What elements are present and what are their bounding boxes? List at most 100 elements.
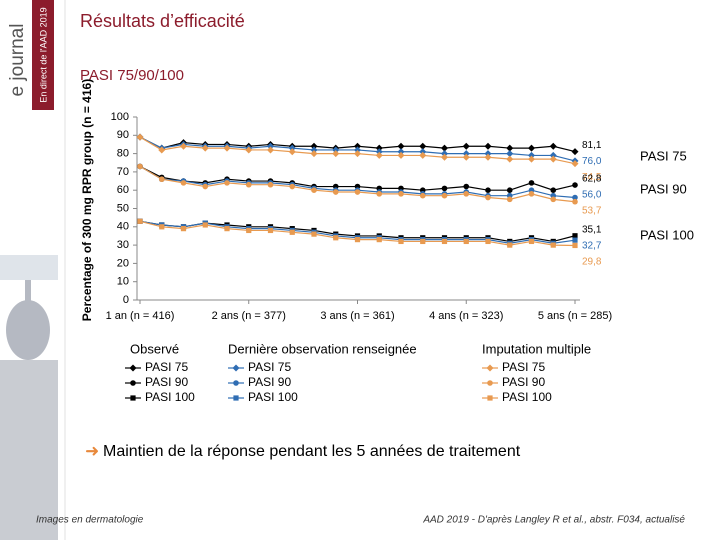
- point: [311, 187, 317, 193]
- point: [484, 153, 492, 161]
- point: [158, 146, 166, 154]
- point: [224, 180, 230, 186]
- point: [375, 144, 383, 152]
- point: [397, 148, 405, 156]
- value-label: 35,1: [582, 224, 602, 235]
- point: [223, 144, 231, 152]
- level-label: PASI 100: [640, 227, 694, 242]
- point: [463, 183, 470, 190]
- value-label: 76,0: [582, 156, 602, 167]
- point: [332, 146, 340, 154]
- point: [332, 150, 340, 158]
- point: [159, 224, 165, 230]
- plot: 0 10 20 30 40 50 60 70 80 90 100 1 an (n = 416) 2 an…: [106, 111, 613, 322]
- point: [180, 142, 187, 150]
- point: [245, 146, 253, 154]
- legend-marker: [486, 364, 494, 372]
- brand-label: e journal: [7, 24, 28, 97]
- point: [224, 226, 230, 232]
- point: [462, 153, 470, 161]
- point: [267, 146, 274, 154]
- title: Résultats d’efficacité: [80, 11, 245, 31]
- point: [180, 180, 187, 186]
- point: [288, 144, 296, 152]
- point: [528, 238, 535, 245]
- y-tick-label: 40: [117, 221, 129, 233]
- point: [398, 191, 404, 197]
- point: [550, 187, 557, 193]
- point: [333, 235, 339, 241]
- y-tick-label: 20: [117, 257, 129, 269]
- point: [354, 150, 361, 158]
- point: [267, 142, 274, 150]
- point: [528, 155, 535, 163]
- point: [506, 155, 514, 163]
- point: [485, 238, 491, 245]
- point: [310, 150, 318, 158]
- conclusion: Maintien de la réponse pendant les 5 ann…: [103, 443, 521, 460]
- point: [441, 153, 448, 161]
- point: [572, 194, 578, 201]
- value-label: 81,1: [582, 140, 602, 151]
- point: [397, 142, 405, 150]
- x-tick-label: 3 ans (n = 361): [320, 310, 394, 322]
- point: [528, 144, 535, 152]
- legend-label: PASI 90: [248, 375, 291, 389]
- point: [376, 237, 382, 243]
- point: [354, 189, 361, 195]
- sidebar-band: [32, 0, 54, 110]
- point: [180, 226, 187, 232]
- point: [485, 194, 491, 201]
- y-tick-label: 90: [117, 129, 129, 141]
- legend-group-title: Dernière observation renseignée: [228, 341, 417, 356]
- point: [506, 150, 514, 158]
- point: [441, 150, 448, 158]
- point: [462, 142, 470, 150]
- legend-marker: [130, 395, 136, 401]
- value-label: 74,5: [582, 172, 602, 183]
- x-tick-label: 5 ans (n = 285): [538, 310, 612, 322]
- point: [462, 150, 470, 158]
- point: [549, 151, 557, 159]
- legend-marker: [232, 364, 240, 372]
- point: [289, 229, 295, 235]
- subtitle: PASI 75/90/100: [80, 67, 184, 84]
- point: [484, 142, 492, 150]
- point: [419, 142, 427, 150]
- point: [354, 146, 361, 154]
- level-label: PASI 90: [640, 181, 687, 196]
- legend-label: PASI 100: [248, 390, 298, 404]
- capitol-illustration: [0, 255, 58, 540]
- point: [267, 181, 274, 188]
- point: [506, 144, 514, 152]
- y-tick-label: 100: [111, 111, 129, 123]
- footer-left: Images en dermatologie: [36, 515, 144, 526]
- legend-label: PASI 90: [502, 375, 545, 389]
- point: [288, 148, 296, 156]
- point: [549, 142, 557, 150]
- point: [528, 180, 535, 186]
- point: [549, 155, 557, 163]
- y-tick-label: 50: [117, 202, 129, 214]
- point: [550, 196, 557, 203]
- value-label: 62,8: [582, 174, 602, 185]
- event-label: En direct de l'AAD 2019: [38, 7, 48, 102]
- point: [201, 144, 209, 152]
- legend-marker: [487, 380, 493, 386]
- footer-right: AAD 2019 - D'après Langley R et al., abs…: [422, 515, 685, 526]
- point: [441, 192, 448, 199]
- point: [463, 191, 470, 197]
- point: [202, 183, 209, 190]
- legend-label: PASI 75: [145, 360, 188, 374]
- arrow-icon: ➜: [85, 441, 99, 460]
- x-tick-label: 4 ans (n = 323): [429, 310, 503, 322]
- point: [311, 231, 317, 237]
- point: [310, 146, 318, 154]
- point: [528, 151, 535, 159]
- point: [572, 242, 578, 249]
- value-label: 53,7: [582, 206, 602, 217]
- point: [571, 160, 579, 168]
- y-axis-label: Percentage of 300 mg RPR group (n = 416): [80, 79, 94, 321]
- point: [354, 237, 361, 243]
